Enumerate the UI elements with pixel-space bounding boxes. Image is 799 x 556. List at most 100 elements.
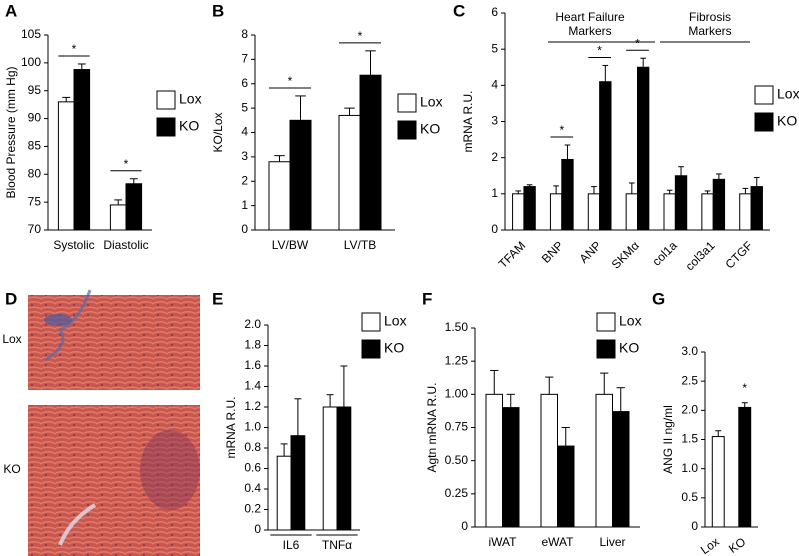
bar: [336, 406, 352, 531]
y-tick-label: 1.5: [681, 432, 698, 446]
legend-swatch: [361, 312, 381, 332]
y-tick-label: 1.0: [244, 420, 261, 434]
y-axis-label: ANG II ng/ml: [661, 405, 675, 474]
y-tick-label: 6: [241, 76, 248, 90]
y-tick-label: 2: [491, 150, 498, 164]
bar: [625, 193, 639, 231]
y-tick-label: 0.2: [244, 502, 261, 516]
bar: [557, 445, 575, 528]
bar: [674, 175, 688, 231]
bar: [322, 406, 338, 531]
legend-swatch: [397, 120, 417, 140]
panel-letter: B: [212, 1, 224, 20]
significance-mark: *: [358, 29, 363, 43]
bar: [57, 101, 75, 231]
y-tick-label: 1.0: [681, 461, 698, 475]
bar: [561, 158, 574, 231]
legend-label: KO: [179, 118, 199, 134]
y-tick-label: 4: [241, 125, 248, 139]
significance-mark: *: [72, 42, 77, 56]
bar: [502, 407, 520, 528]
bar: [663, 193, 676, 231]
y-tick-label: 75: [28, 194, 42, 208]
bar: [549, 193, 563, 231]
bar: [523, 186, 536, 231]
y-tick-label: 80: [28, 166, 42, 180]
significance-mark: *: [597, 44, 602, 58]
legend-label: KO: [384, 340, 404, 356]
x-tick-label: Lox: [698, 535, 722, 556]
x-tick-label: col3a1: [683, 238, 718, 273]
x-tick-label: TNFα: [322, 538, 352, 552]
bar: [289, 119, 312, 231]
image-label: Lox: [2, 332, 21, 346]
y-tick-label: 90: [28, 111, 42, 125]
bar: [701, 193, 714, 231]
y-tick-label: 0: [491, 222, 498, 236]
bar: [485, 393, 503, 528]
x-tick-label: iWAT: [489, 535, 518, 549]
y-tick-label: 0.5: [681, 490, 698, 504]
legend-label: Lox: [384, 313, 407, 329]
bar: [595, 393, 613, 528]
legend-swatch: [754, 85, 774, 105]
y-tick-label: 3: [491, 114, 498, 128]
bar: [290, 435, 306, 531]
bar: [125, 183, 143, 231]
histology-images: [28, 289, 200, 556]
y-tick-label: 100: [21, 55, 41, 69]
x-tick-label: BNP: [539, 238, 566, 265]
x-tick-label: Diastolic: [103, 238, 148, 252]
legend-label: Lox: [619, 313, 642, 329]
y-axis-label: KO/Lox: [211, 112, 225, 152]
bar: [338, 114, 361, 231]
x-tick-label: eWAT: [542, 535, 575, 549]
legend-swatch: [754, 112, 774, 132]
bar: [711, 436, 725, 528]
significance-mark: *: [559, 123, 564, 137]
significance-mark: *: [742, 381, 747, 395]
y-axis-label: mRNA R.U.: [224, 396, 238, 458]
y-tick-label: 5: [241, 100, 248, 114]
x-tick-label: LV/TB: [344, 238, 376, 252]
bar: [750, 186, 763, 231]
legend-swatch: [397, 93, 417, 113]
y-tick-label: 7: [241, 52, 248, 66]
panel-letter: A: [5, 1, 17, 20]
y-tick-label: 0.4: [244, 481, 261, 495]
x-tick-label: Liver: [599, 535, 625, 549]
y-tick-label: 70: [28, 222, 42, 236]
y-tick-label: 0: [254, 522, 261, 536]
panel-letter: F: [422, 289, 432, 308]
legend-label: KO: [619, 340, 639, 356]
y-tick-label: 0: [241, 222, 248, 236]
y-axis-label: Agtn mRNA R.U.: [425, 382, 439, 472]
group-label: Fibrosis Markers: [688, 10, 732, 38]
bar: [599, 81, 612, 231]
legend-swatch: [596, 339, 616, 359]
y-tick-label: 0.8: [244, 440, 261, 454]
significance-mark: *: [288, 74, 293, 88]
y-tick-label: 0.75: [445, 420, 469, 434]
panel-letter: E: [212, 289, 223, 308]
legend-label: Lox: [777, 86, 799, 102]
bar: [738, 406, 752, 528]
y-tick-label: 3: [241, 149, 248, 163]
x-tick-label: LV/BW: [272, 238, 309, 252]
legend-label: KO: [420, 121, 440, 137]
y-tick-label: 8: [241, 27, 248, 41]
y-tick-label: 6: [491, 5, 498, 19]
x-tick-label: Systolic: [53, 238, 94, 252]
y-tick-label: 2.0: [681, 403, 698, 417]
panel-letter: D: [5, 289, 17, 308]
bar: [712, 178, 726, 231]
bar: [612, 411, 630, 528]
bar: [359, 74, 382, 231]
legend-swatch: [156, 117, 176, 137]
bar: [276, 455, 292, 531]
bar: [637, 66, 650, 231]
x-tick-label: IL6: [283, 538, 300, 552]
x-tick-label: ANP: [577, 238, 604, 265]
bar: [512, 193, 525, 231]
